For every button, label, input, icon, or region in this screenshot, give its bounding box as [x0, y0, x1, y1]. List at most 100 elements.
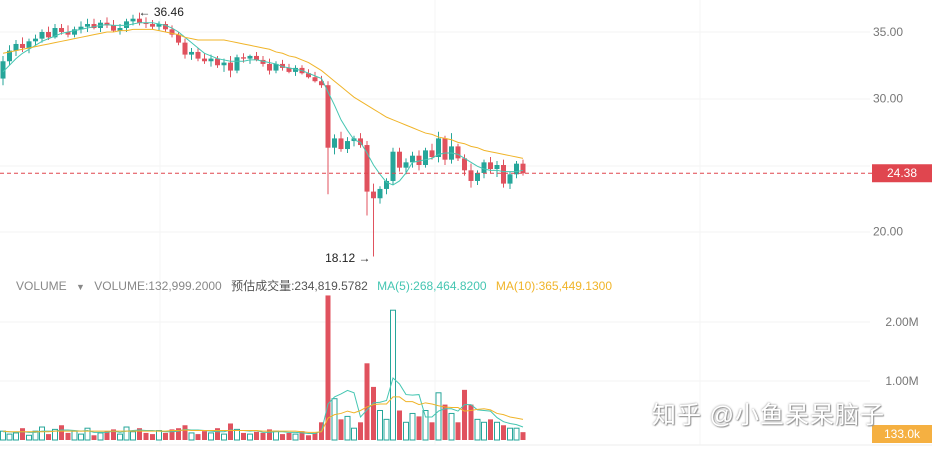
candle-body	[364, 145, 370, 192]
candle-body	[325, 85, 331, 148]
volume-bar	[474, 418, 481, 441]
volume-bar	[111, 429, 116, 440]
candle-body	[241, 57, 246, 59]
candle-body	[124, 21, 129, 29]
candle-body	[273, 63, 279, 71]
volume-bar	[84, 427, 91, 441]
volume-bar	[13, 432, 19, 441]
candle-body	[7, 50, 12, 62]
candle-body	[410, 155, 415, 163]
candle-body	[286, 67, 292, 72]
last-volume-label: 133.0k	[884, 427, 921, 441]
candle-body	[52, 28, 58, 38]
low-price-label: 18.12 →	[325, 251, 370, 265]
candle-body	[195, 51, 201, 59]
candle-body	[377, 188, 383, 199]
volume-bar	[163, 432, 168, 440]
volume-bar	[143, 432, 149, 440]
candle-body	[0, 61, 6, 79]
indicator-name[interactable]: VOLUME	[16, 279, 67, 293]
caret-down-icon[interactable]: ▼	[76, 282, 85, 292]
candle-body	[390, 151, 396, 181]
volume-bar	[241, 432, 246, 440]
candle-body	[221, 62, 227, 66]
candle-body	[130, 18, 136, 22]
candle-body	[208, 58, 214, 62]
volume-bar	[26, 434, 32, 441]
volume-bar	[299, 431, 305, 440]
watermark: 知乎 @小鱼呆呆脑子	[652, 402, 886, 429]
volume-bar	[59, 425, 64, 440]
volume-bar	[351, 427, 357, 441]
volume-bar	[390, 309, 396, 441]
candle-body	[384, 180, 389, 189]
volume-bar	[409, 412, 416, 441]
price-tick-label: 35.00	[873, 25, 903, 39]
volume-bar	[91, 435, 97, 440]
price-ma-long-line	[2, 28, 524, 159]
candle-body	[358, 138, 363, 146]
candle-body	[150, 24, 155, 27]
volume-bar	[32, 430, 39, 441]
volume-bar	[481, 421, 487, 441]
candle-body	[416, 155, 422, 165]
candle-body	[468, 170, 474, 181]
volume-bar	[247, 433, 253, 441]
last-volume-badge	[872, 425, 932, 443]
candle-body	[475, 172, 480, 181]
candle-body	[514, 163, 519, 175]
volume-bar	[169, 429, 175, 440]
volume-bar	[65, 432, 71, 440]
last-price-badge	[872, 164, 932, 183]
volume-bar	[137, 428, 142, 440]
candle-body	[260, 59, 266, 64]
candle-body	[169, 29, 175, 35]
candle-body	[293, 67, 298, 72]
candle-body	[345, 141, 350, 150]
volume-bar	[176, 428, 181, 440]
candle-body	[423, 150, 428, 165]
candle-body	[488, 162, 493, 169]
candle-body	[26, 41, 32, 48]
ma5-value: MA(5):268,464.8200	[377, 279, 487, 293]
volume-bar	[338, 419, 344, 440]
volume-bar	[422, 410, 429, 441]
candle-body	[143, 22, 149, 25]
candle-body	[254, 55, 259, 60]
candle-body	[247, 55, 253, 59]
candle-body	[163, 24, 168, 30]
volume-bar	[429, 422, 435, 440]
candle-body	[436, 138, 441, 158]
volume-bar	[371, 386, 376, 440]
volume-bar	[195, 434, 201, 440]
candle-body	[462, 158, 467, 171]
volume-bar	[462, 389, 467, 440]
volume-bar	[208, 432, 214, 441]
candle-body	[507, 174, 513, 184]
volume-bar	[104, 431, 110, 440]
volume-bar	[150, 434, 155, 440]
price-ma-short-line	[2, 22, 524, 186]
volume-bar	[0, 430, 6, 441]
volume-bar	[156, 430, 162, 441]
volume-bar	[488, 419, 493, 440]
volume-bar	[260, 432, 266, 440]
volume-tick-label: 1.00M	[885, 374, 918, 388]
volume-bar	[273, 430, 279, 441]
last-price-label: 24.38	[887, 166, 917, 180]
volume-bar	[130, 431, 136, 441]
candle-body	[403, 162, 409, 168]
volume-bar	[312, 432, 318, 440]
volume-bar	[494, 421, 500, 441]
price-tick-label: 20.00	[873, 225, 903, 239]
volume-bar	[280, 434, 285, 440]
candle-body	[189, 51, 194, 55]
volume-tick-label: 2.00M	[885, 315, 918, 329]
candle-body	[267, 63, 272, 71]
volume-bar	[455, 422, 461, 440]
candle-body	[202, 58, 207, 62]
candle-body	[137, 18, 142, 23]
volume-bar	[228, 423, 233, 440]
